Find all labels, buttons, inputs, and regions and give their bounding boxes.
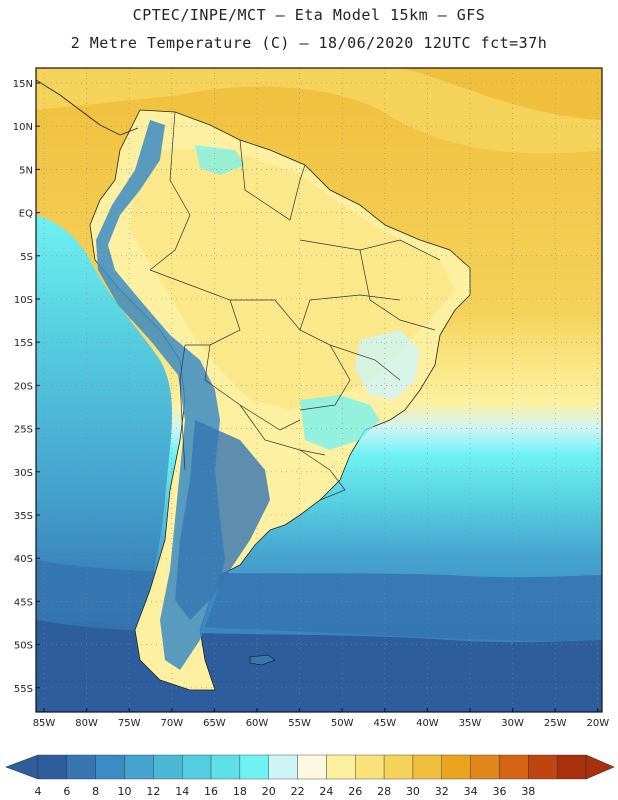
colorbar-label: 30 (406, 785, 420, 798)
lat-label: 20S (14, 381, 33, 392)
lat-label: 10N (13, 122, 33, 133)
colorbar-swatch (66, 754, 96, 780)
lat-label: 25S (14, 425, 33, 436)
lon-label: 20W (586, 718, 609, 729)
colorbar-label: 34 (464, 785, 478, 798)
lat-label: 45S (14, 597, 33, 608)
colorbar-label: 28 (377, 785, 391, 798)
colorbar-swatch (326, 754, 356, 780)
colorbar-label: 16 (204, 785, 218, 798)
map-subtitle: 2 Metre Temperature (C) – 18/06/2020 12U… (70, 34, 548, 52)
colorbar-swatch (210, 754, 241, 780)
colorbar-label: 10 (118, 785, 132, 798)
venezuela-cool (195, 145, 245, 175)
lon-label: 60W (246, 718, 269, 729)
lon-label: 25W (544, 718, 567, 729)
lat-label: 55S (14, 684, 33, 695)
lon-label: 30W (501, 718, 524, 729)
colorbar-swatch (412, 754, 442, 780)
lon-label: 40W (416, 718, 439, 729)
colorbar-swatch (470, 754, 500, 780)
lon-label: 70W (160, 718, 183, 729)
lat-label: 35S (14, 511, 33, 522)
colorbar-under-arrow (5, 754, 39, 780)
highlands-cool (355, 330, 420, 400)
colorbar-label: 18 (233, 785, 247, 798)
falkland-islands (249, 654, 276, 666)
lat-label: 10S (14, 295, 33, 306)
latitude-labels: 15N 10N 5N EQ 5S 10S 15S 20S 25S 30S 35S 40S 45S 50S 5… (13, 79, 40, 695)
colorbar: 4 6 8 10 12 14 16 18 20 22 24 26 28 30 32 34 36 38 (5, 754, 615, 798)
colorbar-label: 12 (146, 785, 160, 798)
colorbar-label: 20 (262, 785, 276, 798)
colorbar-over-arrow (585, 754, 615, 780)
lat-label: 15S (14, 338, 33, 349)
lon-label: 35W (459, 718, 482, 729)
lon-label: 55W (288, 718, 311, 729)
colorbar-swatch (124, 754, 154, 780)
colorbar-swatch (297, 754, 327, 780)
colorbar-label: 8 (92, 785, 99, 798)
colorbar-swatch (37, 754, 68, 780)
central-america-coast (36, 79, 139, 136)
lat-label: 40S (14, 554, 33, 565)
colorbar-swatch (355, 754, 385, 780)
colorbar-label: 14 (175, 785, 189, 798)
colorbar-label: 4 (35, 785, 42, 798)
colorbar-swatch (182, 754, 212, 780)
colorbar-label: 22 (291, 785, 305, 798)
lon-label: 80W (75, 718, 98, 729)
colorbar-swatch (556, 754, 587, 780)
colorbar-label: 26 (348, 785, 362, 798)
north-warm-band (36, 68, 602, 154)
colorbar-label: 6 (63, 785, 70, 798)
lon-label: 75W (118, 718, 141, 729)
longitude-labels: 85W 80W 75W 70W 65W 60W 55W 50W 45W 40W 35W 30W 25W 2… (33, 708, 609, 729)
colorbar-swatch (383, 754, 414, 780)
patagonia-cold (175, 420, 270, 620)
lon-label: 65W (203, 718, 226, 729)
map-frame (35, 67, 603, 713)
map-title: CPTEC/INPE/MCT – Eta Model 15km – GFS (132, 6, 486, 24)
colorbar-swatch (528, 754, 558, 780)
lat-label: 15N (13, 79, 33, 90)
lat-label: 5S (20, 252, 33, 263)
lat-label: 30S (14, 468, 33, 479)
colorbar-swatch (268, 754, 298, 780)
lat-label: EQ (19, 209, 33, 220)
lon-label: 45W (373, 718, 396, 729)
colorbar-swatch (153, 754, 183, 780)
colorbar-swatch (95, 754, 125, 780)
lon-label: 85W (33, 718, 56, 729)
colorbar-label: 24 (319, 785, 333, 798)
colorbar-label: 36 (492, 785, 506, 798)
colorbar-swatch (441, 754, 471, 780)
colorbar-label: 38 (521, 785, 535, 798)
north-hot-band (400, 68, 602, 120)
lat-label: 5N (19, 165, 33, 176)
colorbar-label: 32 (435, 785, 449, 798)
country-borders (149, 111, 441, 501)
colorbar-swatch (499, 754, 529, 780)
colorbar-swatch (239, 754, 269, 780)
lat-label: 50S (14, 641, 33, 652)
south-brazil-cool (300, 395, 380, 450)
lon-label: 50W (331, 718, 354, 729)
